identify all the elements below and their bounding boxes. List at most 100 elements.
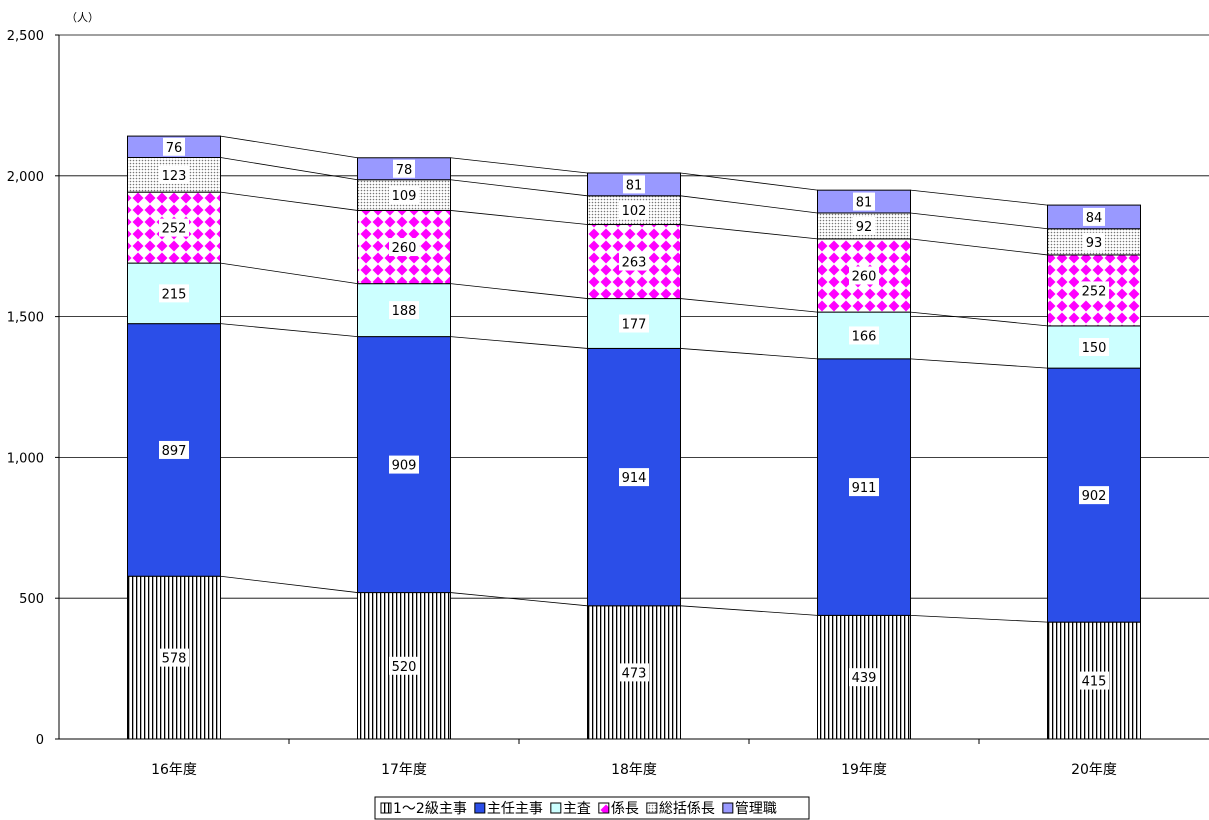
data-label-bg bbox=[159, 218, 189, 237]
data-label-bg bbox=[1079, 671, 1109, 690]
series-connector-line bbox=[220, 323, 358, 337]
data-label: 166 bbox=[852, 329, 877, 344]
legend-swatch bbox=[550, 802, 562, 814]
axes: 0 500 1,000 1,500 2,000 2,500 16年度 17年度 18年度 19年度… bbox=[7, 29, 1209, 778]
x-tick-label: 20年度 bbox=[1071, 762, 1117, 778]
x-tick-label: 18年度 bbox=[611, 762, 657, 778]
data-label: 123 bbox=[162, 169, 187, 184]
series-connector-line bbox=[450, 179, 588, 197]
data-label: 252 bbox=[1082, 284, 1107, 299]
series-connector-line bbox=[910, 311, 1048, 327]
series-connector-line bbox=[680, 605, 818, 616]
data-label: 914 bbox=[622, 471, 647, 486]
y-tick-label: 2,000 bbox=[7, 170, 44, 185]
data-label-bg bbox=[619, 201, 649, 220]
data-label: 150 bbox=[1082, 341, 1107, 356]
data-label: 84 bbox=[1086, 211, 1103, 226]
legend-label: 係長 bbox=[611, 801, 639, 817]
series-connector-line bbox=[220, 191, 358, 211]
y-tick-label: 1,000 bbox=[7, 451, 44, 466]
x-tick-label: 19年度 bbox=[841, 762, 887, 778]
data-label-bg bbox=[849, 326, 879, 345]
y-tick-label: 500 bbox=[19, 592, 44, 607]
series-connector-lines bbox=[220, 135, 1048, 623]
data-label: 188 bbox=[392, 304, 417, 319]
data-label-bg bbox=[619, 314, 649, 333]
data-label-bg bbox=[849, 668, 879, 687]
data-label: 897 bbox=[162, 444, 187, 459]
data-labels: 578 520 473 439 415 897 909 914 911 902 215 188 177 1… bbox=[159, 137, 1109, 690]
series-connector-line bbox=[910, 238, 1048, 256]
data-label-bg bbox=[853, 216, 875, 235]
series-connector-line bbox=[450, 157, 588, 174]
bars bbox=[127, 135, 1141, 740]
data-label: 473 bbox=[622, 666, 647, 681]
data-label-bg bbox=[159, 284, 189, 303]
y-tick-label: 1,500 bbox=[7, 311, 44, 326]
y-tick-label: 2,500 bbox=[7, 29, 44, 44]
data-label: 520 bbox=[392, 660, 417, 675]
x-tick-label: 16年度 bbox=[151, 762, 197, 778]
data-label: 252 bbox=[162, 222, 187, 237]
data-label-bg bbox=[1083, 232, 1105, 251]
data-label-bg bbox=[389, 455, 419, 474]
legend-label: 1～2級主事 bbox=[393, 801, 467, 817]
data-label-bg bbox=[163, 137, 185, 156]
data-label-bg bbox=[159, 165, 189, 184]
data-label-bg bbox=[619, 252, 649, 271]
legend-swatch bbox=[474, 802, 486, 814]
data-label-bg bbox=[159, 648, 189, 667]
data-label-bg bbox=[389, 656, 419, 675]
bar-segment bbox=[357, 336, 451, 594]
series-connector-line bbox=[220, 157, 358, 181]
series-connector-line bbox=[220, 262, 358, 285]
legend-swatch bbox=[646, 802, 658, 814]
data-label-bg bbox=[389, 301, 419, 320]
legend-label: 総括係長 bbox=[659, 801, 715, 817]
bar-segment bbox=[357, 209, 451, 285]
series-connector-line bbox=[450, 336, 588, 349]
data-label: 260 bbox=[852, 269, 877, 284]
series-connector-line bbox=[910, 212, 1048, 230]
data-label: 215 bbox=[162, 287, 187, 302]
data-label-bg bbox=[1079, 338, 1109, 357]
series-connector-line bbox=[910, 614, 1048, 623]
legend-label: 主査 bbox=[563, 801, 591, 817]
data-label: 177 bbox=[622, 317, 647, 332]
series-connector-line bbox=[220, 135, 358, 159]
data-label-bg bbox=[389, 186, 419, 205]
y-unit-label: （人） bbox=[66, 11, 99, 24]
series-connector-line bbox=[220, 575, 358, 593]
data-label: 76 bbox=[166, 141, 183, 156]
series-connector-line bbox=[680, 348, 818, 360]
data-label-bg bbox=[393, 159, 415, 178]
data-label: 81 bbox=[856, 196, 873, 211]
data-label: 93 bbox=[1086, 236, 1103, 251]
data-label: 109 bbox=[392, 189, 417, 204]
data-label: 902 bbox=[1082, 489, 1107, 504]
data-label-bg bbox=[1079, 486, 1109, 505]
data-label-bg bbox=[849, 266, 879, 285]
data-label: 911 bbox=[852, 481, 877, 496]
series-connector-line bbox=[450, 283, 588, 299]
legend-label: 管理職 bbox=[735, 801, 777, 817]
legend-swatch bbox=[598, 802, 610, 814]
data-label: 102 bbox=[622, 204, 647, 219]
series-connector-line bbox=[680, 195, 818, 214]
data-label-bg bbox=[853, 192, 875, 211]
series-connector-line bbox=[450, 592, 588, 607]
data-label: 439 bbox=[852, 671, 877, 686]
data-label: 92 bbox=[856, 220, 873, 235]
data-label: 415 bbox=[1082, 675, 1107, 690]
data-label: 260 bbox=[392, 241, 417, 256]
series-connector-line bbox=[680, 298, 818, 313]
series-connector-line bbox=[450, 210, 588, 225]
data-label-bg bbox=[389, 238, 419, 257]
data-label: 909 bbox=[392, 459, 417, 474]
data-label-bg bbox=[619, 468, 649, 487]
data-label: 263 bbox=[622, 256, 647, 271]
series-connector-line bbox=[680, 172, 818, 191]
x-tick-label: 17年度 bbox=[381, 762, 427, 778]
data-label-bg bbox=[849, 478, 879, 497]
